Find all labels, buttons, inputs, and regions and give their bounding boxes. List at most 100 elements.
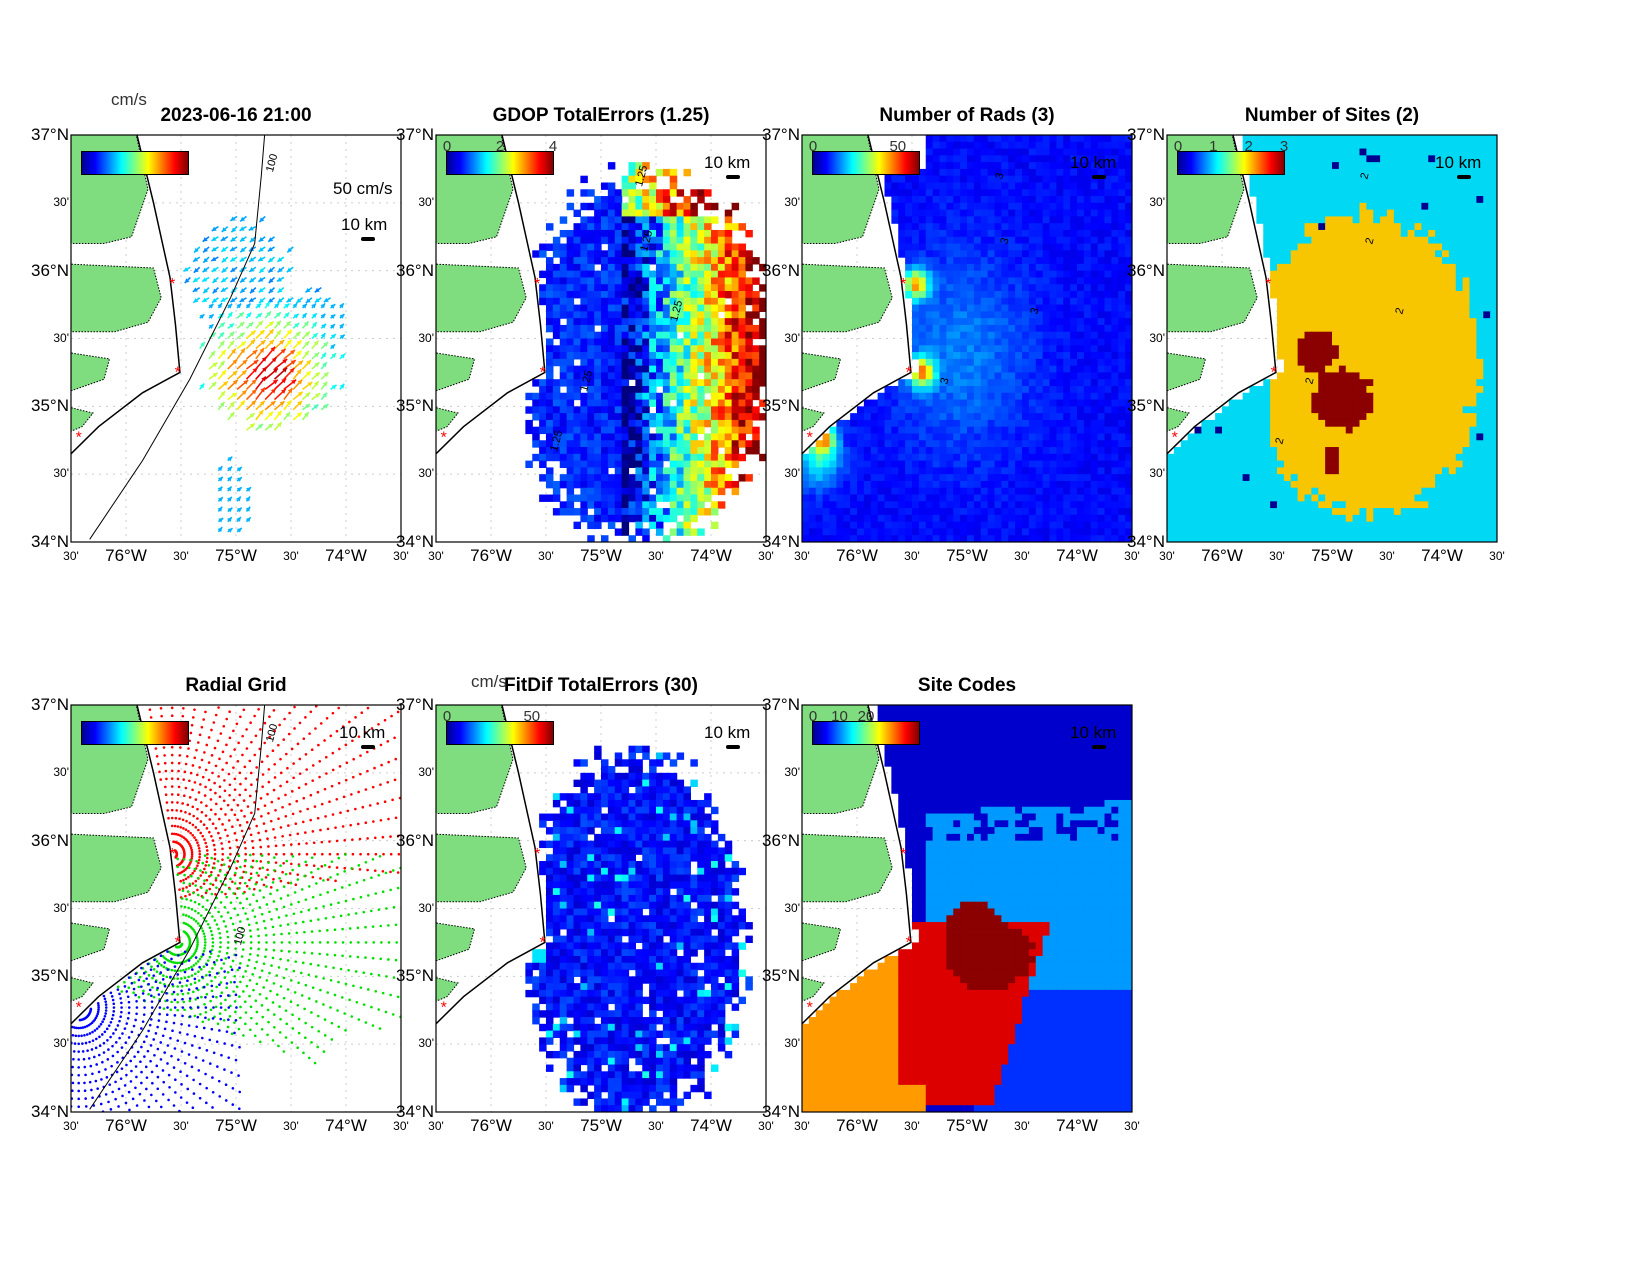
x-tick-label: 30' bbox=[428, 1119, 444, 1133]
panel-title: Number of Sites (2) bbox=[1244, 105, 1420, 126]
scale-bar bbox=[1457, 175, 1471, 179]
x-tick-label: 74°W bbox=[1056, 1116, 1098, 1135]
map-gdop[interactable]: * * * bbox=[435, 134, 767, 543]
site-marker: * bbox=[534, 846, 540, 863]
map-radialgrid[interactable]: * * * bbox=[70, 704, 402, 1113]
field-nrads bbox=[802, 135, 1132, 542]
panel-nsites: * * * 2 2 2 2 2 Number of Sites (2) 37°N 30' 36°N 30… bbox=[1127, 105, 1505, 565]
y-tick-label: 30' bbox=[53, 1036, 69, 1051]
y-tick-label: 30' bbox=[418, 466, 434, 481]
x-tick-label: 75°W bbox=[1311, 546, 1353, 565]
y-tick-label: 36°N bbox=[31, 830, 69, 850]
site-marker: * bbox=[175, 364, 181, 381]
site-marker: * bbox=[169, 276, 175, 293]
site-marker: * bbox=[175, 934, 181, 951]
x-tick-label: 74°W bbox=[690, 546, 732, 565]
x-tick-label: 30' bbox=[393, 549, 409, 563]
panel-title: Radial Grid bbox=[185, 675, 287, 696]
x-tick-label: 76°W bbox=[836, 1116, 878, 1135]
scale-bar bbox=[1092, 175, 1106, 179]
field-fitdif bbox=[525, 745, 753, 1112]
site-marker: * bbox=[441, 430, 447, 447]
site-marker: * bbox=[906, 934, 912, 951]
panel-gdop: * * * 1.25 1.25 1.25 1.25 1.25 GDOP TotalErrors … bbox=[396, 105, 774, 565]
x-tick-label: 30' bbox=[1014, 549, 1030, 563]
y-tick-label: 30' bbox=[53, 194, 69, 209]
x-tick-label: 30' bbox=[794, 549, 810, 563]
site-marker: * bbox=[1172, 430, 1178, 447]
map-nrads[interactable]: * * * bbox=[801, 134, 1133, 543]
y-tick-label: 30' bbox=[1149, 466, 1165, 481]
panel-radialgrid: * * * 100 100 Radial Grid 37°N 30' 36°N 30' 35°N 30… bbox=[31, 675, 409, 1135]
x-tick-label: 30' bbox=[904, 1119, 920, 1133]
x-tick-label: 30' bbox=[428, 549, 444, 563]
y-tick-label: 37°N bbox=[31, 695, 69, 714]
site-marker: * bbox=[534, 276, 540, 293]
colorbar-tick: 0 bbox=[442, 138, 452, 155]
y-tick-label: 37°N bbox=[762, 125, 800, 144]
colorbar-tick: 10 bbox=[831, 708, 848, 725]
site-marker: * bbox=[76, 430, 82, 447]
x-tick-label: 30' bbox=[1124, 549, 1140, 563]
x-tick-label: 30' bbox=[1379, 549, 1395, 563]
y-tick-label: 30' bbox=[53, 330, 69, 345]
y-tick-label: 30' bbox=[1149, 194, 1165, 209]
colorbar-tick: 50 bbox=[889, 138, 907, 155]
y-tick-label: 34°N bbox=[31, 532, 69, 551]
scale-label-km: 10 km bbox=[1070, 723, 1117, 742]
site-marker: * bbox=[169, 846, 175, 863]
scale-bar bbox=[1092, 745, 1106, 749]
x-tick-label: 75°W bbox=[215, 546, 257, 565]
site-marker: * bbox=[1265, 276, 1271, 293]
y-tick-label: 36°N bbox=[396, 260, 434, 280]
x-tick-label: 30' bbox=[1159, 549, 1175, 563]
y-tick-label: 36°N bbox=[1127, 260, 1165, 280]
site-marker: * bbox=[540, 364, 546, 381]
x-tick-label: 30' bbox=[1014, 1119, 1030, 1133]
x-tick-label: 30' bbox=[173, 1119, 189, 1133]
y-tick-label: 30' bbox=[1149, 330, 1165, 345]
site-marker: * bbox=[906, 364, 912, 381]
scale-label-km: 10 km bbox=[341, 215, 388, 234]
y-tick-label: 30' bbox=[418, 194, 434, 209]
scale-label-km: 10 km bbox=[339, 723, 386, 742]
scale-label-km: 10 km bbox=[1070, 153, 1117, 172]
site-marker: * bbox=[76, 1000, 82, 1017]
y-tick-label: 36°N bbox=[762, 830, 800, 850]
map-vectors[interactable]: * * * bbox=[70, 134, 402, 543]
x-tick-label: 30' bbox=[1269, 549, 1285, 563]
colorbar-tick: 3 bbox=[1279, 138, 1289, 155]
scale-bar bbox=[361, 745, 375, 749]
site-marker: * bbox=[540, 934, 546, 951]
y-tick-label: 36°N bbox=[396, 830, 434, 850]
scale-bar bbox=[726, 175, 740, 179]
x-tick-label: 30' bbox=[1124, 1119, 1140, 1133]
y-tick-label: 30' bbox=[418, 900, 434, 915]
x-tick-label: 74°W bbox=[1421, 546, 1463, 565]
colorbar-tick: 2 bbox=[495, 138, 505, 155]
colorbar: 0 2 4 bbox=[443, 138, 557, 175]
panel-title: GDOP TotalErrors (1.25) bbox=[492, 105, 710, 126]
y-tick-label: 30' bbox=[784, 466, 800, 481]
y-tick-label: 36°N bbox=[762, 260, 800, 280]
x-tick-label: 76°W bbox=[836, 546, 878, 565]
colorbar bbox=[81, 151, 189, 175]
x-tick-label: 30' bbox=[1489, 549, 1505, 563]
colorbar-unit: cm/s bbox=[471, 672, 507, 691]
x-tick-label: 30' bbox=[648, 1119, 664, 1133]
map-nsites[interactable]: * * * bbox=[1166, 134, 1498, 543]
y-tick-label: 30' bbox=[784, 764, 800, 779]
x-tick-label: 75°W bbox=[215, 1116, 257, 1135]
y-tick-label: 30' bbox=[418, 1036, 434, 1051]
y-tick-label: 30' bbox=[784, 1036, 800, 1051]
x-tick-label: 30' bbox=[173, 549, 189, 563]
site-marker: * bbox=[900, 846, 906, 863]
map-fitdif[interactable]: * * * bbox=[435, 704, 767, 1113]
x-tick-label: 74°W bbox=[325, 546, 367, 565]
colorbar-tick: 1 bbox=[1209, 138, 1218, 155]
field-sitecodes bbox=[802, 705, 1132, 1112]
site-marker: * bbox=[441, 1000, 447, 1017]
y-tick-label: 34°N bbox=[396, 1102, 434, 1121]
map-sitecodes[interactable]: * * * bbox=[801, 704, 1133, 1113]
x-tick-label: 30' bbox=[758, 1119, 774, 1133]
